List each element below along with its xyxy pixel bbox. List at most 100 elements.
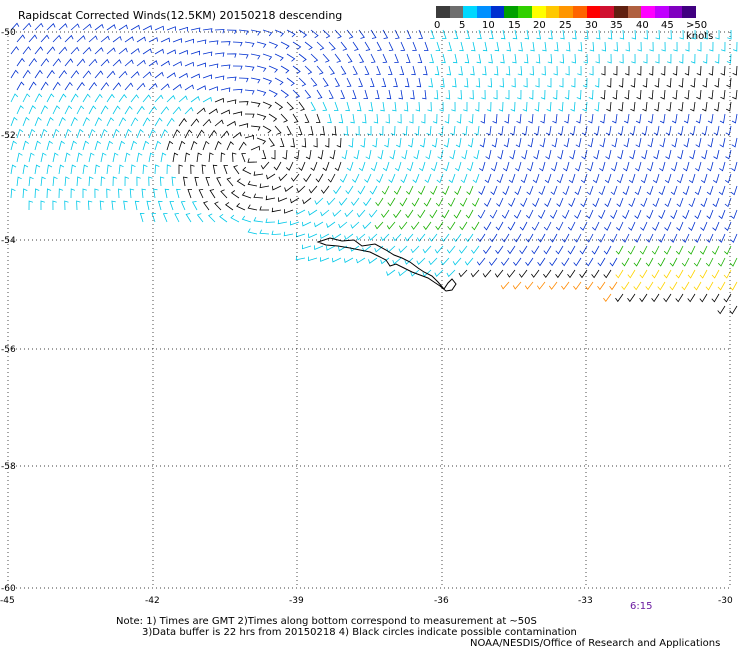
- wind-barb: [22, 116, 30, 127]
- wind-barb: [356, 101, 362, 112]
- wind-barb: [403, 101, 409, 112]
- wind-barb: [543, 269, 552, 278]
- wind-barb: [646, 209, 654, 219]
- colorbar-swatches: [436, 6, 697, 18]
- wind-barb: [358, 77, 363, 87]
- wind-barb: [370, 77, 375, 87]
- wind-barb: [328, 41, 336, 51]
- wind-barb: [262, 125, 272, 134]
- wind-barb: [423, 197, 432, 207]
- wind-barb: [577, 41, 583, 52]
- wind-barb: [480, 113, 486, 124]
- wind-barb: [542, 41, 547, 52]
- wind-barb: [576, 89, 582, 100]
- wind-barb: [424, 41, 429, 51]
- wind-barb: [130, 140, 138, 151]
- wind-barb: [298, 161, 306, 171]
- wind-barb: [550, 209, 558, 219]
- wind-barb: [134, 200, 140, 211]
- wind-barb: [10, 22, 20, 31]
- wind-barb: [452, 77, 457, 88]
- wind-barb: [166, 117, 175, 127]
- wind-barb: [631, 53, 636, 64]
- wind-barb: [408, 137, 414, 148]
- wind-barb: [169, 201, 174, 211]
- wind-barb: [385, 113, 390, 124]
- wind-barb: [727, 29, 732, 40]
- wind-barb: [16, 81, 25, 91]
- wind-barb: [214, 75, 225, 80]
- wind-barb: [730, 233, 738, 243]
- wind-barb: [708, 65, 714, 76]
- wind-barb: [313, 137, 318, 148]
- colorbar-swatch: [463, 6, 478, 18]
- wind-barb: [603, 269, 612, 279]
- wind-barb: [340, 65, 347, 75]
- wind-barb: [485, 149, 492, 160]
- wind-barb: [496, 197, 504, 207]
- wind-barb: [290, 220, 300, 226]
- wind-barb: [190, 73, 200, 79]
- wind-barb: [40, 152, 47, 163]
- wind-barb: [720, 89, 726, 100]
- wind-barb: [386, 269, 396, 276]
- wind-barb: [515, 137, 522, 148]
- wind-barb: [653, 125, 660, 136]
- wind-barb: [314, 197, 324, 205]
- wind-barb: [262, 101, 272, 109]
- wind-barb: [141, 188, 146, 199]
- wind-barb: [46, 140, 53, 151]
- wind-barb: [172, 106, 182, 115]
- colorbar-swatch: [641, 6, 655, 18]
- wind-barb: [100, 105, 109, 115]
- wind-barb: [352, 65, 358, 75]
- wind-barb: [241, 215, 252, 223]
- wind-barb: [617, 149, 624, 160]
- wind-barb: [453, 209, 462, 219]
- wind-barb: [465, 29, 471, 40]
- wind-barb: [124, 36, 134, 43]
- wind-barb: [274, 101, 284, 110]
- wind-barb: [88, 58, 98, 67]
- wind-barb: [486, 125, 492, 136]
- wind-barb: [501, 233, 510, 243]
- wind-barb: [577, 65, 582, 76]
- colorbar-swatch: [545, 6, 560, 18]
- wind-barb: [184, 84, 194, 91]
- wind-barb: [386, 221, 396, 230]
- wind-barb: [253, 217, 264, 223]
- wind-barb: [411, 221, 420, 230]
- wind-barb: [609, 233, 618, 243]
- wind-barb: [451, 101, 456, 112]
- wind-barb: [230, 214, 240, 223]
- wind-barb: [725, 149, 732, 160]
- wind-barb: [612, 89, 618, 100]
- wind-barb: [567, 245, 576, 255]
- wind-barb: [404, 233, 414, 242]
- wind-barb: [389, 149, 396, 160]
- wind-barb: [498, 125, 504, 136]
- wind-barb: [320, 233, 330, 239]
- wind-barb: [616, 173, 624, 184]
- wind-barb: [88, 35, 98, 43]
- wind-barb: [424, 173, 432, 184]
- wind-barb: [106, 140, 114, 151]
- wind-barb: [34, 46, 44, 55]
- wind-barb: [459, 197, 468, 207]
- wind-barb: [458, 269, 468, 278]
- wind-barb: [250, 125, 261, 131]
- wind-barb: [693, 281, 702, 291]
- wind-barb: [250, 77, 261, 84]
- note-line-3: NOAA/NESDIS/Office of Research and Appli…: [470, 638, 721, 649]
- wind-barb: [683, 161, 690, 172]
- wind-barb: [611, 161, 618, 172]
- wind-barb: [219, 213, 228, 223]
- wind-barb: [533, 149, 540, 160]
- wind-barb: [524, 281, 534, 290]
- wind-barb: [295, 255, 306, 261]
- wind-barb: [476, 257, 486, 266]
- wind-barb: [442, 161, 450, 172]
- wind-barb: [446, 245, 456, 254]
- wind-barb: [664, 221, 672, 231]
- wind-barb: [462, 125, 468, 136]
